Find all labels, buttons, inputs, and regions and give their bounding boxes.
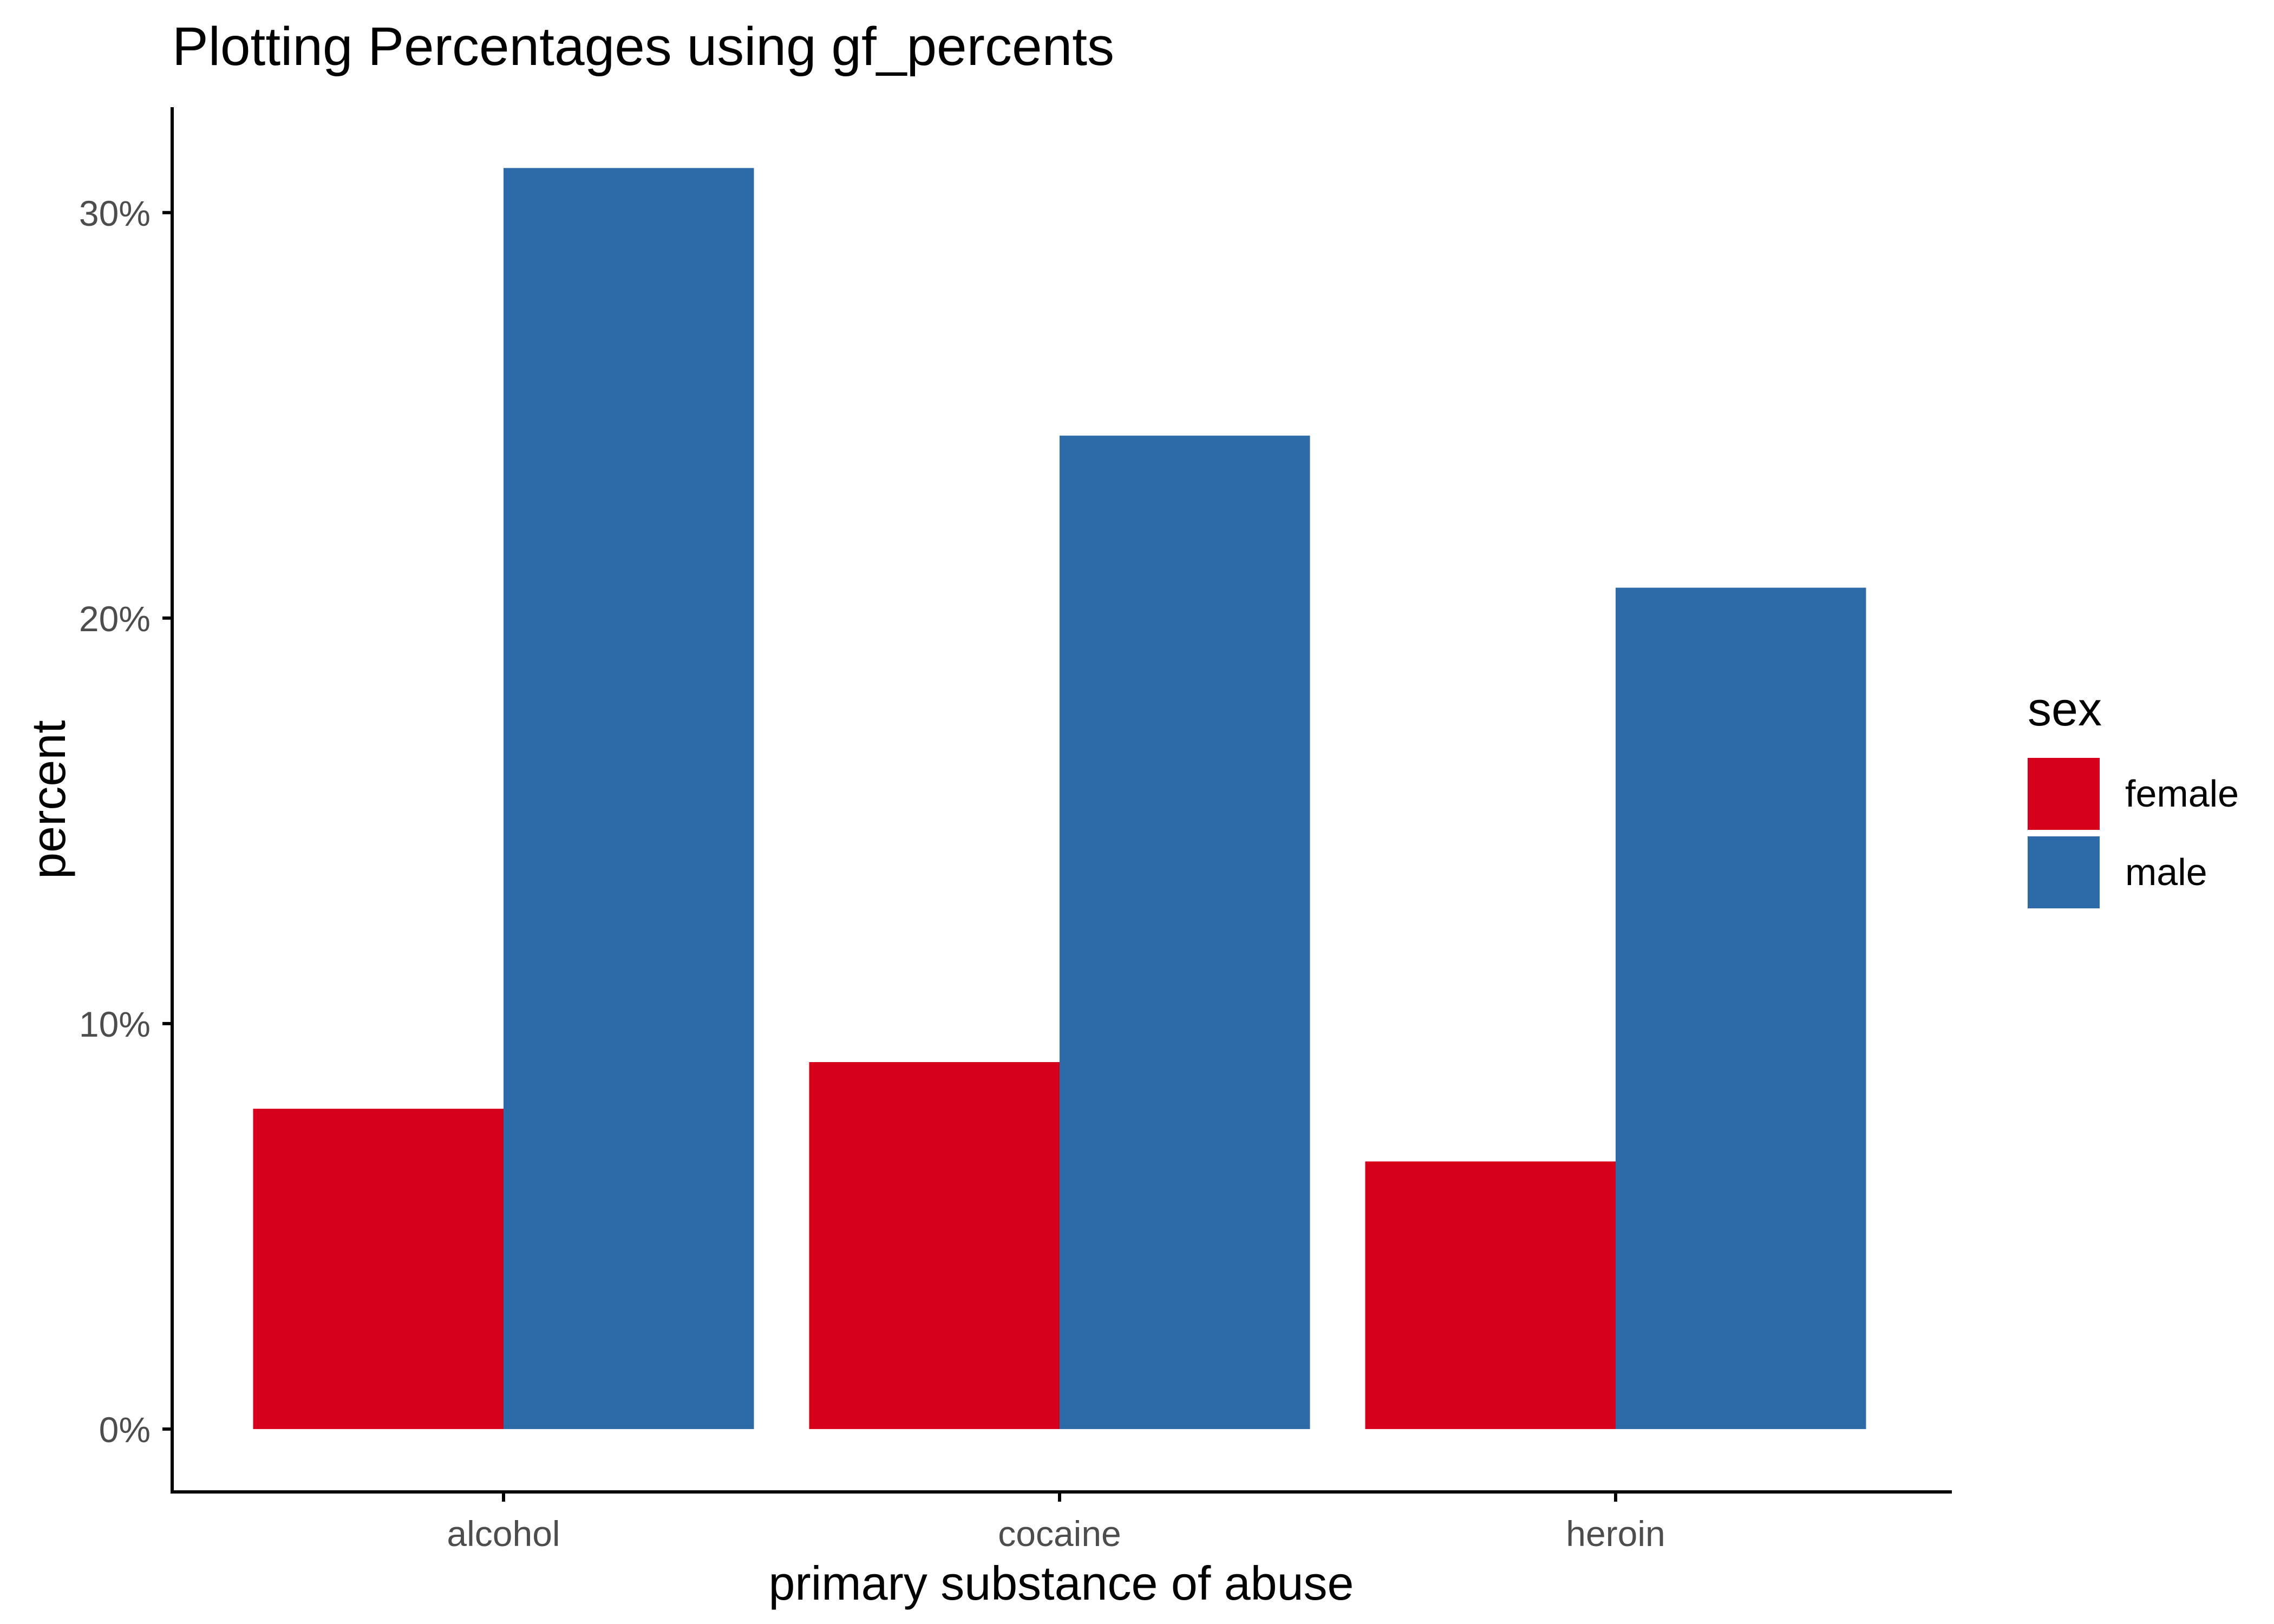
y-tick-label: 10% <box>79 1004 151 1044</box>
x-tick-label: heroin <box>1566 1514 1665 1554</box>
legend: sex female male <box>2028 682 2239 908</box>
y-tick-label: 0% <box>99 1410 151 1450</box>
legend-label-male: male <box>2125 851 2207 893</box>
y-tick-label: 30% <box>79 193 151 233</box>
x-tick-label: alcohol <box>447 1514 560 1554</box>
bar-female-cocaine <box>809 1062 1060 1429</box>
bar-female-alcohol <box>253 1109 504 1429</box>
x-axis-title: primary substance of abuse <box>768 1556 1354 1610</box>
bar-male-alcohol <box>504 168 754 1429</box>
y-axis-title: percent <box>22 720 75 879</box>
x-ticks: alcohol cocaine heroin <box>447 1492 1665 1554</box>
y-tick-label: 20% <box>79 599 151 639</box>
y-ticks: 0% 10% 20% 30% <box>79 193 172 1450</box>
chart-title: Plotting Percentages using gf_percents <box>172 16 1114 77</box>
legend-key-female <box>2028 758 2100 830</box>
legend-key-male <box>2028 836 2100 908</box>
bar-male-heroin <box>1616 587 1866 1429</box>
bars <box>253 168 1866 1429</box>
legend-label-female: female <box>2125 772 2239 815</box>
bar-male-cocaine <box>1060 435 1310 1429</box>
bar-female-heroin <box>1365 1161 1616 1429</box>
legend-items: female male <box>2028 758 2239 908</box>
legend-title: sex <box>2028 682 2102 736</box>
x-tick-label: cocaine <box>998 1514 1121 1554</box>
